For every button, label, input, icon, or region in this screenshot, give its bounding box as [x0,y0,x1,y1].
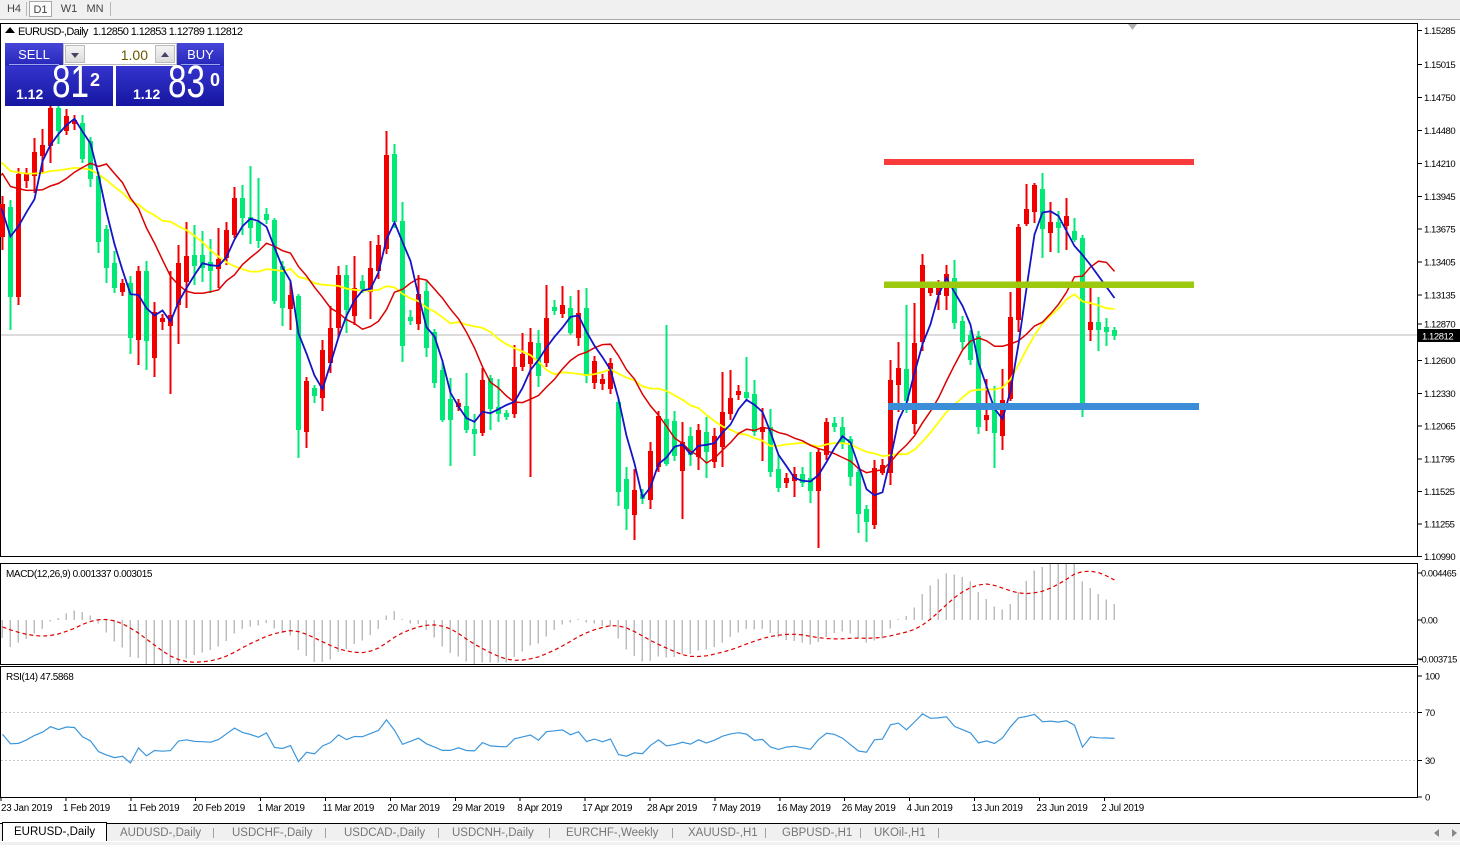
svg-text:1.14480: 1.14480 [1424,126,1455,137]
svg-text:20 Feb 2019: 20 Feb 2019 [193,803,245,814]
svg-text:2 Jul 2019: 2 Jul 2019 [1101,803,1144,814]
svg-text:1.15285: 1.15285 [1424,26,1455,37]
svg-text:1.13135: 1.13135 [1424,291,1455,302]
svg-text:1.14210: 1.14210 [1424,159,1455,170]
svg-text:29 Mar 2019: 29 Mar 2019 [452,803,504,814]
svg-text:70: 70 [1425,708,1435,719]
svg-text:1.13405: 1.13405 [1424,258,1455,269]
svg-text:11 Feb 2019: 11 Feb 2019 [128,803,180,814]
svg-text:28 Apr 2019: 28 Apr 2019 [647,803,697,814]
svg-text:100: 100 [1425,672,1440,683]
svg-text:23 Jun 2019: 23 Jun 2019 [1036,803,1087,814]
svg-text:23 Jan 2019: 23 Jan 2019 [1,803,52,814]
svg-text:1.11255: 1.11255 [1424,520,1455,531]
svg-text:1.12330: 1.12330 [1424,389,1455,400]
svg-text:30: 30 [1425,756,1435,767]
svg-text:13 Jun 2019: 13 Jun 2019 [972,803,1023,814]
svg-text:0: 0 [1425,793,1430,804]
svg-text:8 Apr 2019: 8 Apr 2019 [517,803,562,814]
svg-text:1.10990: 1.10990 [1424,552,1455,563]
svg-text:1.11525: 1.11525 [1424,487,1455,498]
svg-text:4 Jun 2019: 4 Jun 2019 [907,803,953,814]
svg-text:0.00: 0.00 [1421,616,1438,626]
svg-text:1.14750: 1.14750 [1424,93,1455,104]
svg-text:MACD(12,26,9) 0.001337 0.00301: MACD(12,26,9) 0.001337 0.003015 [6,569,153,580]
svg-text:1.13945: 1.13945 [1424,192,1455,203]
svg-text:17 Apr 2019: 17 Apr 2019 [582,803,632,814]
svg-text:1.11795: 1.11795 [1424,455,1455,466]
svg-text:1.12812: 1.12812 [1422,332,1453,343]
svg-text:1.12600: 1.12600 [1424,356,1455,367]
svg-text:16 May 2019: 16 May 2019 [777,803,831,814]
svg-text:1.15015: 1.15015 [1424,60,1455,71]
svg-text:-0.003715: -0.003715 [1419,655,1457,665]
svg-text:26 May 2019: 26 May 2019 [842,803,896,814]
svg-text:0.004465: 0.004465 [1421,569,1456,579]
svg-text:11 Mar 2019: 11 Mar 2019 [323,803,375,814]
svg-text:1 Mar 2019: 1 Mar 2019 [258,803,305,814]
svg-text:1.12065: 1.12065 [1424,422,1455,433]
svg-text:RSI(14) 47.5868: RSI(14) 47.5868 [6,672,74,683]
svg-text:20 Mar 2019: 20 Mar 2019 [387,803,439,814]
svg-text:1.12870: 1.12870 [1424,320,1455,331]
svg-text:7 May 2019: 7 May 2019 [712,803,761,814]
svg-text:1 Feb 2019: 1 Feb 2019 [63,803,110,814]
svg-text:1.13675: 1.13675 [1424,225,1455,236]
